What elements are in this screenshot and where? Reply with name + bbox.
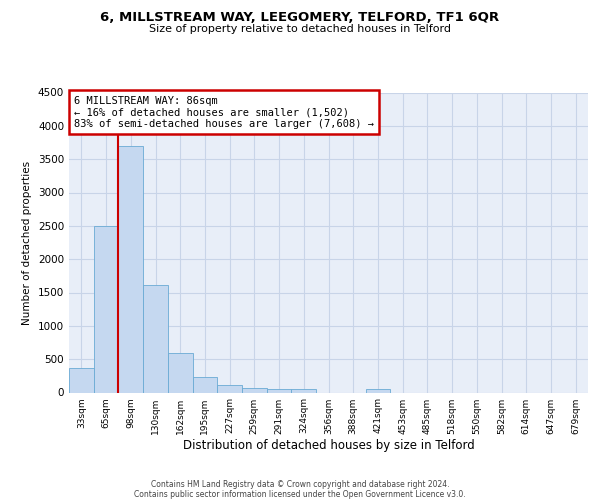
Text: 6 MILLSTREAM WAY: 86sqm
← 16% of detached houses are smaller (1,502)
83% of semi: 6 MILLSTREAM WAY: 86sqm ← 16% of detache… [74, 96, 374, 128]
Text: 6, MILLSTREAM WAY, LEEGOMERY, TELFORD, TF1 6QR: 6, MILLSTREAM WAY, LEEGOMERY, TELFORD, T… [100, 11, 500, 24]
Y-axis label: Number of detached properties: Number of detached properties [22, 160, 32, 324]
Bar [267, 389, 292, 392]
Text: Contains HM Land Registry data © Crown copyright and database right 2024.
Contai: Contains HM Land Registry data © Crown c… [134, 480, 466, 499]
Bar [69, 368, 94, 392]
Bar [94, 226, 118, 392]
Bar [143, 284, 168, 393]
Bar [292, 389, 316, 392]
X-axis label: Distribution of detached houses by size in Telford: Distribution of detached houses by size … [182, 440, 475, 452]
Bar [242, 388, 267, 392]
Bar [193, 376, 217, 392]
Bar [365, 388, 390, 392]
Bar [118, 146, 143, 392]
Text: Size of property relative to detached houses in Telford: Size of property relative to detached ho… [149, 24, 451, 34]
Bar [217, 385, 242, 392]
Bar [168, 352, 193, 393]
